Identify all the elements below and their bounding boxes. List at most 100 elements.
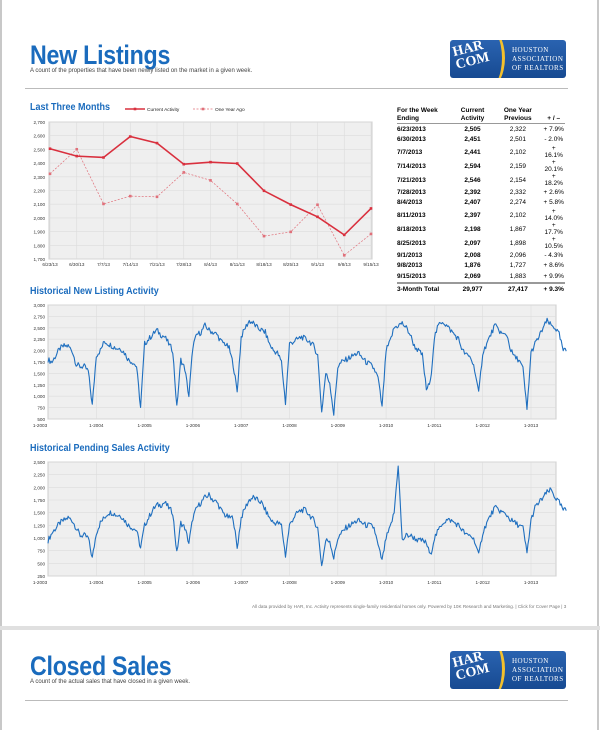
table-cell: + 18.2% [544,173,563,187]
y-tick-label: 2,600 [34,134,46,139]
page-title: New Listings [30,40,171,70]
y-tick-label: 1,750 [34,498,46,503]
table-cell: 2,546 [464,176,481,184]
logo-text: HOUSTON ASSOCIATION OF REALTORS [512,657,564,683]
history-series-line [47,465,567,567]
table-cell: 1,876 [464,262,481,270]
table-cell: + 17.7% [544,222,563,236]
table-cell: 2,505 [464,125,481,133]
table-cell: 7/7/2013 [397,148,423,156]
x-tick-label: 9/1/13 [311,262,324,267]
table-row: 9/15/2013 2,069 1,883 + 9.9% [397,271,565,283]
table-cell: + 14.0% [544,208,563,222]
x-tick-label: 7/14/13 [123,262,139,267]
y-tick-label: 2,400 [34,161,46,166]
table-row: 7/21/2013 2,546 2,154 + 18.2% [397,173,565,187]
har-logo[interactable]: HAR COM HOUSTON ASSOCIATION OF REALTORS [450,40,566,78]
data-point [342,254,346,257]
data-point [155,141,159,145]
table-cell: 7/28/2013 [397,188,426,196]
table-cell: + 9.3% [542,281,565,296]
section-title-last-three-months: Last Three Months [30,102,111,113]
table-row: 7/28/2013 2,392 2,332 + 2.6% [397,187,565,198]
table-cell: 2,441 [464,148,481,156]
data-point [289,203,293,206]
table-cell: 9/8/2013 [397,262,423,270]
data-point [209,160,212,164]
x-tick-label: 1-2006 [186,580,201,585]
section-title-historical-pending: Historical Pending Sales Activity [30,443,170,454]
table-cell: 27,417 [493,281,543,296]
x-tick-label: 7/21/13 [149,262,165,267]
table-cell: 2,407 [464,199,481,207]
legend-marker [201,107,205,111]
x-tick-label: 7/7/13 [97,262,110,267]
x-tick-label: 1-2010 [379,423,394,428]
section-title-historical-new-listings: Historical New Listing Activity [30,286,159,297]
table-row: 8/18/2013 2,198 1,867 + 17.7% [397,222,565,236]
y-tick-label: 1,500 [34,371,46,376]
table-cell: 2,097 [464,239,481,247]
x-tick-label: 1-2007 [234,423,249,428]
logo-text: HOUSTON ASSOCIATION OF REALTORS [512,46,564,72]
y-tick-label: 1,800 [34,243,46,248]
x-tick-label: 9/15/13 [363,262,379,267]
historical-pending-sales-chart: 250 500 750 1,000 1,250 1,500 1,750 2,000 2,250 2… [33,460,567,585]
table-row: 9/8/2013 1,876 1,727 + 8.6% [397,261,565,272]
table-cell: + 10.5% [544,236,563,250]
data-point [75,154,79,158]
y-tick-label: 2,250 [34,337,46,342]
x-tick-label: 1-2005 [137,580,152,585]
data-point [182,162,186,166]
plot-area [47,461,557,577]
historical-new-listing-chart: 500 750 1,000 1,250 1,500 1,750 2,000 2,250 2,50… [33,303,567,428]
y-tick-label: 2,700 [34,120,46,125]
x-tick-label: 1-2011 [427,423,441,428]
x-tick-label: 6/23/13 [42,262,58,267]
table-row: 6/30/2013 2,451 2,501 - 2.0% [397,135,565,146]
y-tick-label: 3,000 [34,303,46,308]
footer-note: All data provided by HAR, Inc. Activity … [252,604,567,609]
x-tick-label: 6/30/13 [69,262,85,267]
table-cell: 1,867 [509,225,527,233]
table-cell: 2,274 [509,199,527,207]
table-row: 8/11/2013 2,397 2,102 + 14.0% [397,208,565,222]
table-cell: 9/1/2013 [397,251,423,259]
table-cell: - 2.0% [544,136,564,144]
x-tick-label: 1-2009 [331,423,346,428]
table-cell: 8/4/2013 [397,199,423,207]
y-tick-label: 500 [37,561,45,566]
x-tick-label: 1-2008 [282,580,297,585]
x-tick-label: 1-2006 [186,423,201,428]
column-header: One Year Previous [493,101,543,124]
legend-label: Current Activity [147,107,180,113]
y-tick-label: 2,300 [34,175,46,180]
legend-marker [133,107,137,111]
x-tick-label: 1-2012 [476,580,491,585]
y-tick-label: 2,000 [34,216,46,221]
data-point [128,194,132,198]
x-tick-label: 8/25/13 [283,262,299,267]
page-edge-right [597,0,599,730]
table-cell: 8/18/2013 [397,225,426,233]
y-tick-label: 750 [37,549,45,554]
y-tick-label: 1,900 [34,230,46,235]
x-tick-label: 1-2010 [379,580,394,585]
page-subtitle-closed-sales: A count of the actual sales that have cl… [30,679,191,685]
page-edge-left [0,0,2,730]
table-cell: + 7.9% [543,125,564,133]
table-cell: 2,198 [464,225,481,233]
table-cell: 2,096 [509,251,527,259]
table-cell: 29,977 [451,281,494,296]
y-tick-label: 1,750 [34,360,46,365]
history-series-line [47,317,567,416]
table-row: 8/4/2013 2,407 2,274 + 5.8% [397,198,565,209]
x-tick-label: 8/18/13 [256,262,272,267]
data-point [102,202,105,206]
data-point [75,147,79,151]
data-point [102,156,105,159]
har-logo[interactable]: HAR COM HOUSTON ASSOCIATION OF REALTORS [450,651,566,689]
data-point [369,207,373,210]
table-row: 6/23/2013 2,505 2,322 + 7.9% [397,124,565,135]
table-cell: 2,451 [464,136,481,144]
